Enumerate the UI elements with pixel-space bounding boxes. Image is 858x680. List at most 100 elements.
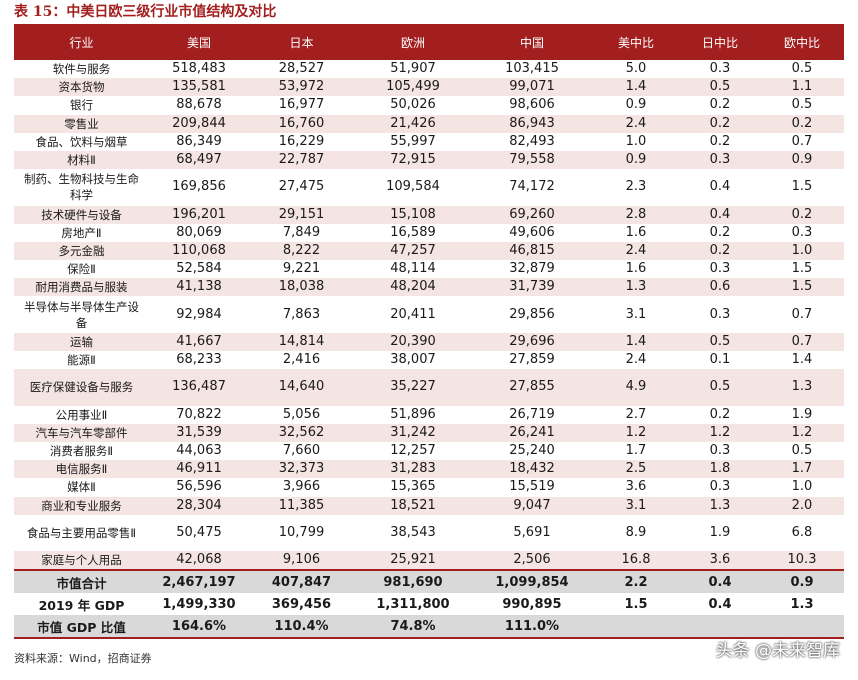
us-cell: 46,911 xyxy=(176,461,222,477)
us-china-ratio-cell: 2.4 xyxy=(625,115,647,131)
table-row: 食品、饮料与烟草 86,349 16,229 55,997 82,493 1.0 0.2 0.… xyxy=(14,133,844,151)
japan-cell: 9,221 xyxy=(282,261,321,277)
japan-cell: 7,863 xyxy=(282,306,321,322)
japan-cell: 7,849 xyxy=(282,224,321,240)
japan-china-ratio-cell: 0.3 xyxy=(709,61,731,77)
us-cell: 50,475 xyxy=(176,524,222,540)
industry-cell: 技术硬件与设备 xyxy=(41,207,122,222)
watermark: 头条 @未来智库 xyxy=(715,641,840,661)
japan-cell: 2,416 xyxy=(282,352,321,368)
europe-cell: 48,204 xyxy=(390,279,436,295)
industry-cell: 半导体与半导体生产设备 xyxy=(24,299,139,330)
japan-cell: 8,222 xyxy=(282,242,321,258)
europe-cell: 47,257 xyxy=(390,242,436,258)
us-china-ratio-cell: 2.8 xyxy=(625,206,647,222)
us-cell: 70,822 xyxy=(176,406,222,422)
europe-cell: 38,007 xyxy=(390,352,436,368)
industry-cell: 食品与主要用品零售Ⅱ xyxy=(26,525,137,540)
japan-china-ratio-cell: 0.3 xyxy=(709,152,731,168)
industry-cell: 制药、生物科技与生命科学 xyxy=(24,172,139,203)
europe-china-ratio-cell: 1.1 xyxy=(791,79,813,95)
industry-cell: 家庭与个人用品 xyxy=(41,553,122,568)
japan-china-ratio-cell: 0.2 xyxy=(709,115,731,131)
industry-cell: 市值 GDP 比值 xyxy=(37,619,126,635)
industry-cell: 医疗保健设备与服务 xyxy=(29,380,134,395)
japan-cell: 28,527 xyxy=(278,61,325,77)
europe-cell: 48,114 xyxy=(390,261,436,277)
europe-china-ratio-cell: 0.7 xyxy=(791,333,813,349)
japan-china-ratio-cell: 0.4 xyxy=(709,179,731,195)
us-cell: 68,497 xyxy=(176,152,222,168)
header-us: 美国 xyxy=(186,35,211,50)
europe-china-ratio-cell: 0.3 xyxy=(791,224,813,240)
japan-china-ratio-cell: 0.6 xyxy=(709,279,731,295)
japan-cell: 14,640 xyxy=(278,379,325,395)
japan-cell: 29,151 xyxy=(278,206,325,222)
japan-china-ratio-cell: 0.2 xyxy=(709,406,731,422)
japan-china-ratio-cell: 0.4 xyxy=(708,596,732,612)
europe-china-ratio-cell: 6.8 xyxy=(791,524,813,540)
europe-china-ratio-cell: 2.0 xyxy=(791,497,813,513)
japan-cell: 407,847 xyxy=(271,574,332,590)
europe-china-ratio-cell: 1.2 xyxy=(791,424,813,440)
europe-china-ratio-cell: 1.5 xyxy=(791,179,813,195)
table-body: 软件与服务 518,483 28,527 51,907 103,415 5.0 0.3 0.5… xyxy=(14,60,844,570)
total-market-cap-row: 市值合计 2,467,197 407,847 981,690 1,099,854 2.2 0… xyxy=(14,569,844,594)
japan-cell: 14,814 xyxy=(278,333,325,349)
table-row: 运输 41,667 14,814 20,390 29,696 1.4 0.5 0.7 xyxy=(14,332,844,352)
japan-china-ratio-cell: 3.6 xyxy=(709,552,731,568)
header-china: 中国 xyxy=(519,35,544,50)
japan-china-ratio-cell: 0.2 xyxy=(709,133,731,149)
europe-cell: 50,026 xyxy=(390,97,436,113)
us-cell: 80,069 xyxy=(176,224,222,240)
china-cell: 99,071 xyxy=(509,79,555,95)
header-japan-china-ratio: 日中比 xyxy=(701,35,738,50)
europe-china-ratio-cell: 0.5 xyxy=(791,61,813,77)
us-china-ratio-cell: 2.3 xyxy=(625,179,647,195)
japan-china-ratio-cell: 0.3 xyxy=(709,261,731,277)
us-china-ratio-cell: 1.7 xyxy=(625,443,647,459)
table-row: 资本货物 135,581 53,972 105,499 99,071 1.4 0.5 1.1 xyxy=(14,78,844,97)
us-china-ratio-cell: 2.2 xyxy=(624,574,648,590)
us-china-ratio-cell: 3.1 xyxy=(625,306,647,322)
table-row: 汽车与汽车零部件 31,539 32,562 31,242 26,241 1.2 1.2 1.… xyxy=(14,423,844,442)
us-china-ratio-cell: 1.6 xyxy=(625,261,647,277)
us-cell: 110,068 xyxy=(172,242,226,258)
europe-cell: 16,589 xyxy=(390,224,436,240)
europe-china-ratio-cell: 10.3 xyxy=(787,552,817,568)
europe-cell: 72,915 xyxy=(390,152,436,168)
japan-china-ratio-cell: 1.9 xyxy=(709,524,731,540)
japan-china-ratio-cell: 0.4 xyxy=(709,206,731,222)
table-summary: 市值合计 2,467,197 407,847 981,690 1,099,854 2.2 0… xyxy=(14,569,844,640)
cap-gdp-ratio-row: 市值 GDP 比值 164.6% 110.4% 74.8% 111.0% xyxy=(14,615,844,640)
europe-china-ratio-cell: 0.9 xyxy=(790,574,814,590)
japan-china-ratio-cell: 0.3 xyxy=(709,479,731,495)
gdp-row: 2019 年 GDP 1,499,330 369,456 1,311,800 990,8… xyxy=(14,593,844,616)
europe-cell: 35,227 xyxy=(390,379,436,395)
japan-china-ratio-cell: 1.2 xyxy=(709,424,731,440)
japan-china-ratio-cell: 1.8 xyxy=(709,461,731,477)
table-row: 食品与主要用品零售Ⅱ 50,475 10,799 38,543 5,691 8.9 1.9 6… xyxy=(14,515,844,551)
china-cell: 25,240 xyxy=(509,443,555,459)
us-china-ratio-cell: 4.9 xyxy=(625,379,647,395)
japan-china-ratio-cell: 0.2 xyxy=(709,224,731,240)
japan-cell: 16,760 xyxy=(278,115,325,131)
europe-china-ratio-cell: 1.3 xyxy=(790,596,814,612)
china-cell: 79,558 xyxy=(509,152,555,168)
china-cell: 18,432 xyxy=(509,461,555,477)
china-cell: 15,519 xyxy=(509,479,555,495)
japan-cell: 32,562 xyxy=(278,424,325,440)
japan-cell: 11,385 xyxy=(278,497,325,513)
industry-cell: 能源Ⅱ xyxy=(67,353,96,368)
table-row: 公用事业Ⅱ 70,822 5,056 51,896 26,719 2.7 0.2 1.9 xyxy=(14,406,844,424)
europe-cell: 51,907 xyxy=(390,61,436,77)
japan-cell: 32,373 xyxy=(278,461,325,477)
europe-china-ratio-cell: 1.7 xyxy=(791,461,813,477)
japan-china-ratio-cell: 0.2 xyxy=(709,242,731,258)
table-row: 零售业 209,844 16,760 21,426 86,943 2.4 0.2 0.2 xyxy=(14,114,844,133)
us-china-ratio-cell: 0.9 xyxy=(625,97,647,113)
europe-china-ratio-cell: 0.7 xyxy=(791,306,813,322)
industry-cell: 耐用消费品与服装 xyxy=(35,280,128,295)
japan-china-ratio-cell: 0.5 xyxy=(709,333,731,349)
us-cell: 92,984 xyxy=(176,306,222,322)
